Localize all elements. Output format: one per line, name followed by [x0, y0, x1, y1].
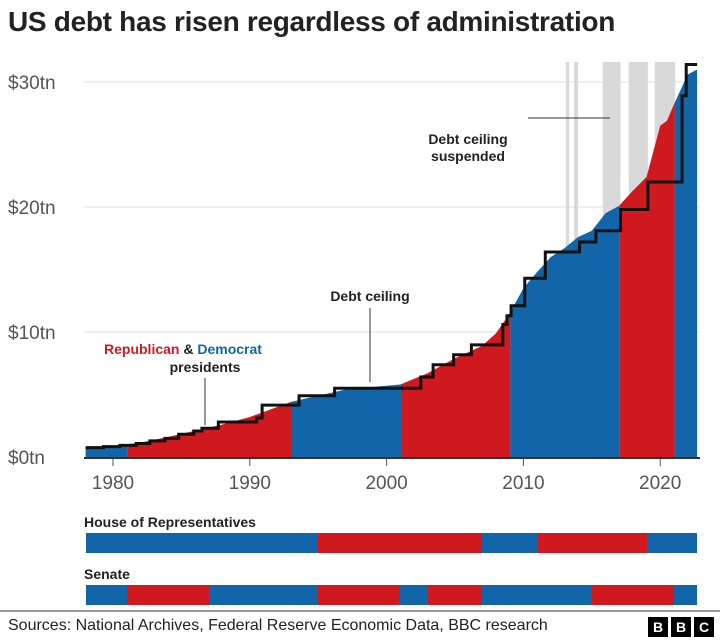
debt-area-democrat [510, 205, 620, 457]
debt-area-democrat [674, 69, 698, 457]
annotation-presidents: presidents [170, 359, 241, 375]
x-tick-label: 2020 [639, 473, 681, 494]
bbc-logo: B B C [648, 617, 714, 637]
annotation-suspended-1: Debt ceiling [428, 131, 507, 147]
senate-segment-republican [126, 585, 209, 605]
debt-area-republican [619, 103, 675, 457]
senate-control-bar [84, 585, 700, 605]
logo-letter: B [671, 617, 691, 637]
footer-divider [0, 610, 720, 612]
y-tick-label: $20tn [8, 198, 56, 219]
senate-segment-democrat [482, 585, 592, 605]
debt-area-democrat [291, 384, 401, 457]
annotation-democrat: Democrat [193, 341, 262, 357]
senate-segment-democrat [85, 585, 127, 605]
y-tick-label: $30tn [8, 73, 56, 94]
house-label: House of Representatives [84, 514, 256, 530]
x-tick-label: 1980 [92, 473, 134, 494]
annotation-amp: & [179, 341, 193, 357]
annotation-ceiling: Debt ceiling [330, 288, 409, 304]
debt-area-republican [401, 312, 511, 457]
senate-segment-republican [427, 585, 483, 605]
house-segment-democrat [482, 533, 538, 553]
chart-title: US debt has risen regardless of administ… [8, 6, 616, 37]
senate-segment-republican [318, 585, 401, 605]
y-tick-label: $10tn [8, 323, 56, 344]
sources-text: Sources: National Archives, Federal Rese… [8, 617, 548, 634]
senate-segment-democrat [208, 585, 319, 605]
house-segment-republican [537, 533, 647, 553]
x-tick-label: 2000 [365, 473, 407, 494]
house-segment-republican [318, 533, 483, 553]
senate-segment-democrat [400, 585, 428, 605]
x-tick-label: 1990 [229, 473, 271, 494]
x-tick-label: 2010 [502, 473, 544, 494]
annotation-parties: Republican & Democrat [104, 341, 262, 357]
debt-ceiling-line [85, 63, 698, 450]
logo-letter: B [648, 617, 668, 637]
house-control-bar [84, 533, 700, 553]
senate-segment-republican [591, 585, 674, 605]
y-tick-label: $0tn [8, 448, 45, 469]
senate-segment-democrat [673, 585, 698, 605]
logo-letter: C [694, 617, 714, 637]
debt-chart: $0tn $10tn $20tn $30tn 1980 1990 2000 2010 2020 D… [8, 62, 700, 494]
house-segment-democrat [85, 533, 319, 553]
house-segment-democrat [646, 533, 698, 553]
senate-label: Senate [84, 566, 130, 582]
annotation-suspended-2: suspended [431, 148, 505, 164]
annotation-republican: Republican [104, 341, 179, 357]
